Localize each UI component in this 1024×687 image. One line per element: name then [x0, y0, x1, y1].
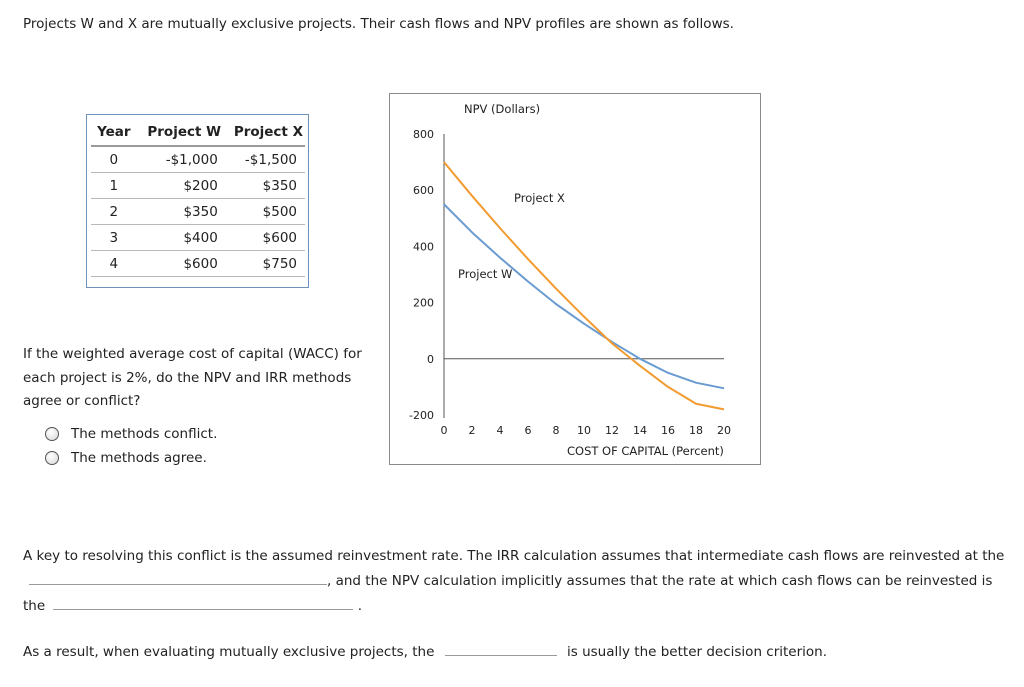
paragraph-part3: . [357, 598, 363, 614]
year-cell: 3 [91, 224, 137, 251]
option-label: The methods conflict. [71, 426, 218, 442]
paragraph-part2: , and the NPV calculation implicitly ass… [23, 573, 993, 614]
y-tick-label: -200 [409, 409, 434, 422]
option-conflict[interactable]: The methods conflict. [45, 426, 217, 442]
reinvestment-paragraph: A key to resolving this conflict is the … [23, 544, 1013, 618]
x-tick-label: 16 [661, 424, 675, 437]
cash-flow-table: Year Project W Project X 0 -$1,000 -$1,5… [86, 114, 309, 288]
project-w-cell: $200 [136, 172, 232, 199]
project-x-cell: $750 [231, 250, 305, 277]
x-tick-label: 8 [553, 424, 560, 437]
year-cell: 1 [91, 172, 137, 199]
year-cell: 0 [91, 146, 137, 173]
irr-reinvestment-rate-dropdown[interactable] [29, 568, 327, 585]
header-year: Year [91, 119, 137, 147]
project-x-cell: $600 [231, 224, 305, 251]
header-project-w: Project W [136, 119, 232, 147]
chart-svg: NPV (Dollars) COST OF CAPITAL (Percent) … [409, 102, 731, 458]
y-tick-label: 400 [413, 240, 434, 253]
conclusion-sentence: As a result, when evaluating mutually ex… [23, 639, 827, 660]
y-axis-label: NPV (Dollars) [464, 102, 540, 116]
conclusion-before: As a result, when evaluating mutually ex… [23, 644, 435, 660]
x-tick-label: 10 [577, 424, 591, 437]
table-row: 0 -$1,000 -$1,500 [91, 146, 305, 173]
x-tick-label: 2 [469, 424, 476, 437]
table-header-row: Year Project W Project X [91, 119, 305, 147]
project-w-cell: $600 [136, 250, 232, 277]
series-label-project-x: Project X [514, 191, 565, 205]
series-line-project-w [443, 203, 725, 390]
x-tick-label: 6 [525, 424, 532, 437]
project-x-cell: $350 [231, 172, 305, 199]
radio-button-icon[interactable] [45, 427, 59, 441]
y-tick-label: 600 [413, 184, 434, 197]
project-w-cell: -$1,000 [136, 146, 232, 173]
paragraph-part1: A key to resolving this conflict is the … [23, 548, 1005, 564]
table-row: 2 $350 $500 [91, 198, 305, 225]
npv-profile-chart: NPV (Dollars) COST OF CAPITAL (Percent) … [389, 93, 761, 465]
table-row: 4 $600 $750 [91, 250, 305, 277]
option-agree[interactable]: The methods agree. [45, 450, 207, 466]
table-row: 1 $200 $350 [91, 172, 305, 199]
x-tick-label: 14 [633, 424, 647, 437]
table-row: 3 $400 $600 [91, 224, 305, 251]
x-tick-label: 4 [497, 424, 504, 437]
project-x-cell: -$1,500 [231, 146, 305, 173]
project-w-cell: $350 [136, 198, 232, 225]
radio-button-icon[interactable] [45, 451, 59, 465]
series-label-project-w: Project W [458, 267, 512, 281]
conclusion-after: is usually the better decision criterion… [567, 644, 828, 660]
year-cell: 4 [91, 250, 137, 277]
y-tick-label: 800 [413, 128, 434, 141]
year-cell: 2 [91, 198, 137, 225]
x-axis-label: COST OF CAPITAL (Percent) [567, 444, 724, 458]
x-tick-label: 0 [441, 424, 448, 437]
question-text: If the weighted average cost of capital … [23, 346, 362, 409]
npv-reinvestment-rate-dropdown[interactable] [53, 593, 354, 610]
option-label: The methods agree. [71, 450, 207, 466]
y-tick-label: 200 [413, 297, 434, 310]
intro-text: Projects W and X are mutually exclusive … [23, 16, 734, 32]
project-w-cell: $400 [136, 224, 232, 251]
project-x-cell: $500 [231, 198, 305, 225]
decision-criterion-dropdown[interactable] [444, 639, 557, 656]
x-tick-label: 12 [605, 424, 619, 437]
x-tick-label: 20 [717, 424, 731, 437]
x-tick-label: 18 [689, 424, 703, 437]
y-tick-label: 0 [427, 353, 434, 366]
series-line-project-x [443, 161, 725, 411]
header-project-x: Project X [231, 119, 305, 147]
